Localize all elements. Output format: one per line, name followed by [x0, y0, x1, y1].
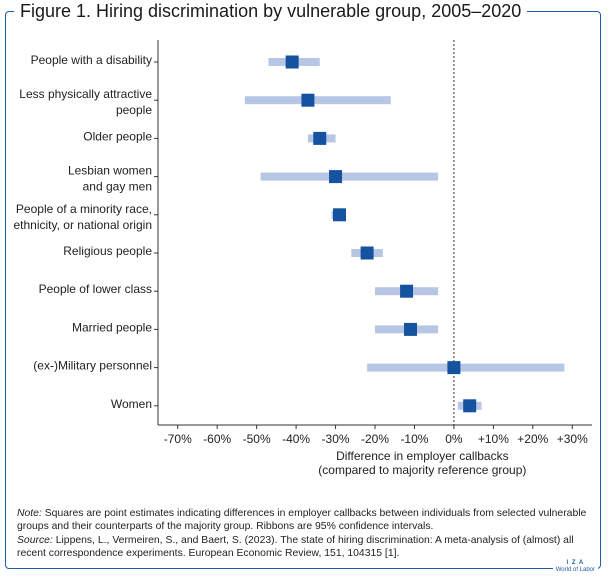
point-estimate — [329, 170, 343, 184]
group-label: Religious people — [63, 244, 152, 258]
figure-source: Source: Lippens, L., Vermeiren, S., and … — [17, 534, 592, 560]
figure-note: Note: Squares are point estimates indica… — [17, 507, 592, 533]
logo-bottom-text: World of Labor — [555, 567, 595, 573]
group-label: Less physically attractive — [19, 87, 152, 101]
x-tick-label: 0% — [445, 432, 463, 446]
x-tick-label: -50% — [243, 432, 271, 446]
group-label: Married people — [72, 320, 152, 334]
x-axis-title: Difference in employer callbacks — [336, 449, 509, 463]
x-tick-label: -40% — [282, 432, 310, 446]
x-tick-label: -30% — [322, 432, 350, 446]
point-estimate — [285, 55, 299, 69]
x-tick-label: +30% — [557, 432, 588, 446]
group-label: People of a minority race, — [16, 202, 152, 216]
point-estimate — [313, 131, 327, 145]
confidence-ribbon — [367, 363, 565, 372]
x-tick-label: +10% — [478, 432, 509, 446]
iza-logo: I Z A World of Labor — [552, 560, 598, 574]
confidence-ribbon — [244, 96, 391, 105]
group-label: Women — [111, 397, 152, 411]
group-label: (ex-)Military personnel — [33, 359, 152, 373]
source-text: Lippens, L., Vermeiren, S., and Baert, S… — [17, 535, 574, 559]
point-estimate — [400, 284, 414, 298]
point-estimate — [463, 399, 477, 413]
x-tick-label: -10% — [400, 432, 428, 446]
x-tick-label: +20% — [517, 432, 548, 446]
group-label: Lesbian women — [68, 164, 152, 178]
confidence-ribbon — [260, 172, 439, 181]
group-label: People with a disability — [31, 53, 152, 67]
point-estimate — [447, 361, 461, 375]
point-estimate — [360, 246, 374, 260]
point-estimate — [301, 93, 315, 107]
source-label: Source: — [17, 535, 53, 546]
x-tick-label: -20% — [361, 432, 389, 446]
group-label: ethnicity, or national origin — [13, 218, 152, 232]
note-label: Note: — [17, 508, 42, 519]
group-label: Older people — [83, 129, 152, 143]
x-axis-title: (compared to majority reference group) — [318, 463, 526, 477]
logo-top-text: I Z A — [566, 560, 585, 566]
point-estimate — [404, 322, 418, 336]
group-label: People of lower class — [39, 282, 152, 296]
note-text: Squares are point estimates indicating d… — [17, 508, 587, 532]
group-label: people — [116, 103, 152, 117]
x-tick-label: -60% — [203, 432, 231, 446]
x-tick-label: -70% — [164, 432, 192, 446]
group-label: and gay men — [83, 180, 152, 194]
figure-title: Figure 1. Hiring discrimination by vulne… — [14, 0, 528, 22]
point-estimate — [332, 208, 346, 222]
